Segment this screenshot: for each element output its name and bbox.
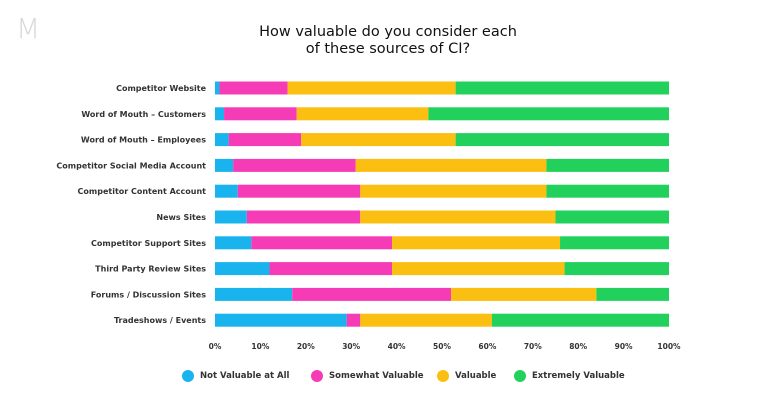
bar-segment-somewhat-valuable	[219, 81, 288, 95]
x-tick-label: 20%	[297, 342, 315, 351]
bar-segment-valuable	[360, 210, 556, 224]
bar-segment-somewhat-valuable	[292, 287, 452, 301]
x-tick-label: 90%	[615, 342, 633, 351]
category-label: Tradeshows / Events	[114, 316, 206, 325]
bar-segment-valuable	[301, 133, 456, 147]
bar-segment-not-valuable-at-all	[215, 81, 220, 95]
legend-swatch	[182, 370, 194, 382]
bar-segment-valuable	[360, 184, 547, 198]
bar-segment-not-valuable-at-all	[215, 210, 247, 224]
legend-swatch	[311, 370, 323, 382]
x-tick-label: 100%	[657, 342, 681, 351]
bar-segment-extremely-valuable	[455, 133, 669, 147]
bar-segment-extremely-valuable	[491, 313, 669, 327]
x-tick-label: 80%	[569, 342, 587, 351]
chart-title-line-2: of these sources of CI?	[305, 41, 471, 57]
bar-segment-valuable	[296, 107, 429, 121]
category-label: Competitor Website	[116, 84, 206, 93]
bar-segment-somewhat-valuable	[224, 107, 297, 121]
x-tick-label: 70%	[524, 342, 542, 351]
bar-segment-somewhat-valuable	[251, 236, 393, 250]
x-tick-label: 40%	[388, 342, 406, 351]
category-label: Word of Mouth – Employees	[81, 136, 206, 145]
bar-segment-extremely-valuable	[555, 210, 669, 224]
bar-segment-extremely-valuable	[596, 287, 669, 301]
bar-segment-valuable	[355, 158, 547, 172]
chart-title: How valuable do you consider each of the…	[0, 24, 776, 58]
category-label: Competitor Support Sites	[91, 239, 206, 248]
bar-segment-somewhat-valuable	[233, 158, 356, 172]
x-tick-label: 30%	[342, 342, 360, 351]
legend-label: Not Valuable at All	[200, 371, 290, 381]
legend-item: Not Valuable at All	[182, 370, 289, 382]
bar-segment-valuable	[392, 236, 561, 250]
bar-segment-not-valuable-at-all	[215, 236, 252, 250]
x-tick-label: 10%	[251, 342, 269, 351]
bar-segment-not-valuable-at-all	[215, 287, 293, 301]
legend-label: Extremely Valuable	[532, 371, 625, 381]
bar-segment-not-valuable-at-all	[215, 262, 270, 276]
category-label: News Sites	[156, 213, 206, 222]
legend-item: Valuable	[437, 370, 496, 382]
chart-legend: Not Valuable at All Somewhat Valuable Valu…	[0, 370, 776, 386]
bar-segment-not-valuable-at-all	[215, 184, 238, 198]
x-tick-label: 50%	[433, 342, 451, 351]
bar-segment-extremely-valuable	[455, 81, 669, 95]
x-tick-label: 0%	[209, 342, 222, 351]
bar-segment-valuable	[360, 313, 492, 327]
bar-segment-somewhat-valuable	[269, 262, 393, 276]
legend-swatch	[514, 370, 526, 382]
bar-segment-extremely-valuable	[546, 184, 669, 198]
bar-segment-valuable	[451, 287, 597, 301]
category-label: Forums / Discussion Sites	[91, 290, 206, 299]
legend-item: Somewhat Valuable	[311, 370, 424, 382]
bar-segment-not-valuable-at-all	[215, 107, 225, 121]
legend-swatch	[437, 370, 449, 382]
category-label: Word of Mouth – Customers	[81, 110, 206, 119]
legend-label: Valuable	[455, 371, 497, 381]
brand-logo: M	[16, 12, 40, 45]
bar-segment-not-valuable-at-all	[215, 158, 234, 172]
bar-segment-valuable	[392, 262, 565, 276]
category-label: Competitor Social Media Account	[56, 161, 206, 170]
category-label: Competitor Content Account	[78, 187, 207, 196]
bar-segment-somewhat-valuable	[237, 184, 361, 198]
bar-segment-somewhat-valuable	[246, 210, 361, 224]
bar-segment-somewhat-valuable	[346, 313, 361, 327]
x-tick-label: 60%	[478, 342, 496, 351]
category-label: Third Party Review Sites	[95, 265, 206, 274]
bar-segment-extremely-valuable	[564, 262, 669, 276]
chart-title-line-1: How valuable do you consider each	[259, 24, 517, 40]
legend-item: Extremely Valuable	[514, 370, 625, 382]
bar-segment-valuable	[287, 81, 456, 95]
bar-segment-extremely-valuable	[546, 158, 669, 172]
bar-segment-extremely-valuable	[428, 107, 669, 121]
bar-segment-not-valuable-at-all	[215, 313, 347, 327]
bar-segment-somewhat-valuable	[228, 133, 302, 147]
legend-label: Somewhat Valuable	[329, 371, 424, 381]
bar-segment-not-valuable-at-all	[215, 133, 229, 147]
bar-segment-extremely-valuable	[560, 236, 669, 250]
